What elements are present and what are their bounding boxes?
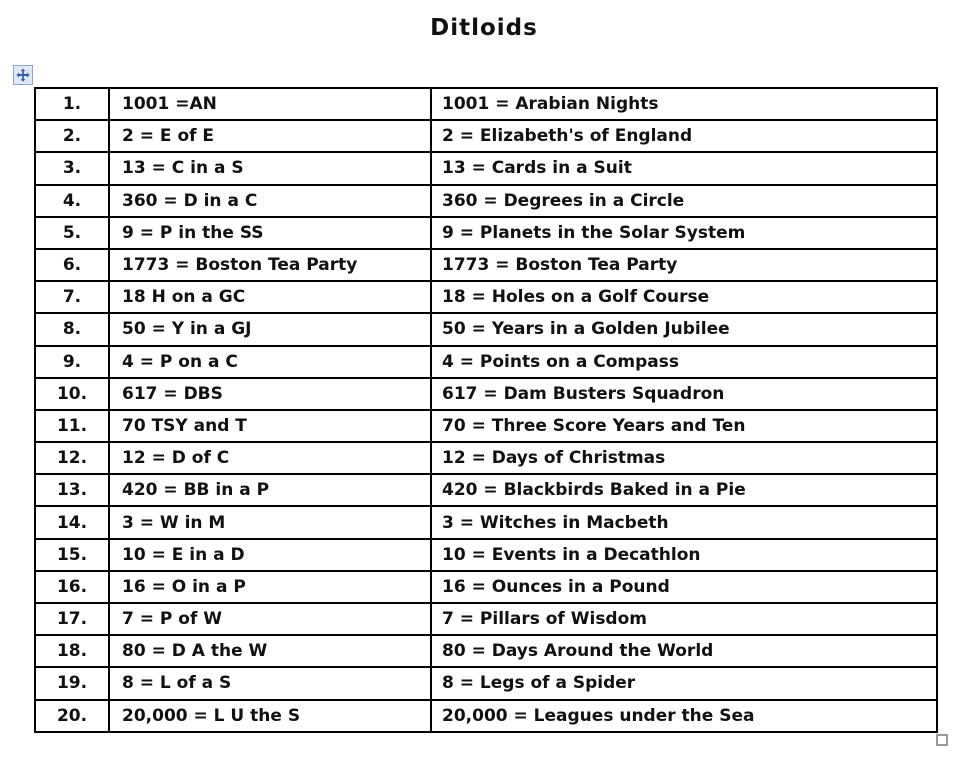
clue-cell[interactable]: 2 = E of E [108, 119, 432, 154]
table-row: 20. 20,000 = L U the S 20,000 = Leagues … [34, 698, 938, 734]
row-number-cell[interactable]: 16. [34, 569, 110, 605]
table-move-handle[interactable] [13, 65, 33, 85]
answer-cell[interactable]: 80 = Days Around the World [430, 634, 938, 669]
row-number-cell[interactable]: 14. [34, 505, 110, 540]
answer-cell[interactable]: 8 = Legs of a Spider [430, 666, 938, 701]
row-number-cell[interactable]: 18. [34, 634, 110, 669]
answer-cell[interactable]: 1773 = Boston Tea Party [430, 247, 938, 283]
ditloids-table: 1. 1001 =AN 1001 = Arabian Nights 2. 2 =… [34, 86, 938, 734]
answer-cell[interactable]: 16 = Ounces in a Pound [430, 569, 938, 605]
row-number-cell[interactable]: 17. [34, 601, 110, 637]
clue-cell[interactable]: 617 = DBS [108, 376, 432, 411]
table-row: 11. 70 TSY and T 70 = Three Score Years … [34, 408, 938, 444]
table-row: 15. 10 = E in a D 10 = Events in a Decat… [34, 537, 938, 572]
clue-cell[interactable]: 3 = W in M [108, 505, 432, 540]
row-number-cell[interactable]: 3. [34, 151, 110, 186]
row-number-cell[interactable]: 11. [34, 408, 110, 444]
answer-cell[interactable]: 3 = Witches in Macbeth [430, 505, 938, 540]
clue-cell[interactable]: 420 = BB in a P [108, 473, 432, 508]
table-row: 8. 50 = Y in a GJ 50 = Years in a Golden… [34, 312, 938, 347]
table-row: 14. 3 = W in M 3 = Witches in Macbeth [34, 505, 938, 540]
row-number-cell[interactable]: 8. [34, 312, 110, 347]
clue-cell[interactable]: 12 = D of C [108, 441, 432, 476]
answer-cell[interactable]: 70 = Three Score Years and Ten [430, 408, 938, 444]
answer-cell[interactable]: 13 = Cards in a Suit [430, 151, 938, 186]
table-row: 19. 8 = L of a S 8 = Legs of a Spider [34, 666, 938, 701]
table-row: 17. 7 = P of W 7 = Pillars of Wisdom [34, 601, 938, 637]
table-row: 16. 16 = O in a P 16 = Ounces in a Pound [34, 569, 938, 605]
clue-cell[interactable]: 1773 = Boston Tea Party [108, 247, 432, 283]
clue-cell[interactable]: 70 TSY and T [108, 408, 432, 444]
table-row: 13. 420 = BB in a P 420 = Blackbirds Bak… [34, 473, 938, 508]
answer-cell[interactable]: 10 = Events in a Decathlon [430, 537, 938, 572]
answer-cell[interactable]: 2 = Elizabeth's of England [430, 119, 938, 154]
clue-cell[interactable]: 1001 =AN [108, 86, 432, 122]
table-row: 1. 1001 =AN 1001 = Arabian Nights [34, 86, 938, 122]
clue-cell[interactable]: 4 = P on a C [108, 344, 432, 379]
answer-cell[interactable]: 4 = Points on a Compass [430, 344, 938, 379]
row-number-cell[interactable]: 4. [34, 183, 110, 218]
clue-cell[interactable]: 360 = D in a C [108, 183, 432, 218]
page-title: Ditloids [430, 15, 538, 41]
clue-cell[interactable]: 10 = E in a D [108, 537, 432, 572]
row-number-cell[interactable]: 10. [34, 376, 110, 411]
answer-cell[interactable]: 360 = Degrees in a Circle [430, 183, 938, 218]
table-resize-handle[interactable] [936, 734, 948, 746]
answer-cell[interactable]: 420 = Blackbirds Baked in a Pie [430, 473, 938, 508]
row-number-cell[interactable]: 19. [34, 666, 110, 701]
row-number-cell[interactable]: 1. [34, 86, 110, 122]
table-row: 7. 18 H on a GC 18 = Holes on a Golf Cou… [34, 280, 938, 315]
four-way-arrow-icon [16, 68, 30, 82]
table-row: 9. 4 = P on a C 4 = Points on a Compass [34, 344, 938, 379]
table-row: 2. 2 = E of E 2 = Elizabeth's of England [34, 119, 938, 154]
row-number-cell[interactable]: 5. [34, 215, 110, 250]
answer-cell[interactable]: 7 = Pillars of Wisdom [430, 601, 938, 637]
row-number-cell[interactable]: 9. [34, 344, 110, 379]
clue-cell[interactable]: 16 = O in a P [108, 569, 432, 605]
answer-cell[interactable]: 12 = Days of Christmas [430, 441, 938, 476]
table-row: 5. 9 = P in the SS 9 = Planets in the So… [34, 215, 938, 250]
ditloids-table-body: 1. 1001 =AN 1001 = Arabian Nights 2. 2 =… [34, 86, 938, 734]
table-row: 6. 1773 = Boston Tea Party 1773 = Boston… [34, 247, 938, 283]
row-number-cell[interactable]: 15. [34, 537, 110, 572]
table-row: 12. 12 = D of C 12 = Days of Christmas [34, 441, 938, 476]
row-number-cell[interactable]: 20. [34, 698, 110, 734]
table-row: 4. 360 = D in a C 360 = Degrees in a Cir… [34, 183, 938, 218]
clue-cell[interactable]: 13 = C in a S [108, 151, 432, 186]
clue-cell[interactable]: 20,000 = L U the S [108, 698, 432, 734]
table-row: 3. 13 = C in a S 13 = Cards in a Suit [34, 151, 938, 186]
clue-cell[interactable]: 50 = Y in a GJ [108, 312, 432, 347]
row-number-cell[interactable]: 13. [34, 473, 110, 508]
answer-cell[interactable]: 50 = Years in a Golden Jubilee [430, 312, 938, 347]
clue-cell[interactable]: 8 = L of a S [108, 666, 432, 701]
row-number-cell[interactable]: 7. [34, 280, 110, 315]
row-number-cell[interactable]: 12. [34, 441, 110, 476]
answer-cell[interactable]: 18 = Holes on a Golf Course [430, 280, 938, 315]
answer-cell[interactable]: 9 = Planets in the Solar System [430, 215, 938, 250]
row-number-cell[interactable]: 2. [34, 119, 110, 154]
answer-cell[interactable]: 1001 = Arabian Nights [430, 86, 938, 122]
clue-cell[interactable]: 7 = P of W [108, 601, 432, 637]
clue-cell[interactable]: 18 H on a GC [108, 280, 432, 315]
clue-cell[interactable]: 80 = D A the W [108, 634, 432, 669]
row-number-cell[interactable]: 6. [34, 247, 110, 283]
table-row: 18. 80 = D A the W 80 = Days Around the … [34, 634, 938, 669]
clue-cell[interactable]: 9 = P in the SS [108, 215, 432, 250]
answer-cell[interactable]: 617 = Dam Busters Squadron [430, 376, 938, 411]
table-row: 10. 617 = DBS 617 = Dam Busters Squadron [34, 376, 938, 411]
answer-cell[interactable]: 20,000 = Leagues under the Sea [430, 698, 938, 734]
